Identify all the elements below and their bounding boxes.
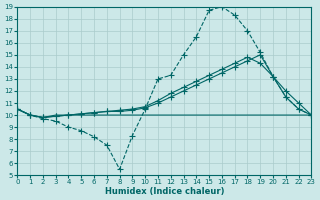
X-axis label: Humidex (Indice chaleur): Humidex (Indice chaleur)	[105, 187, 224, 196]
